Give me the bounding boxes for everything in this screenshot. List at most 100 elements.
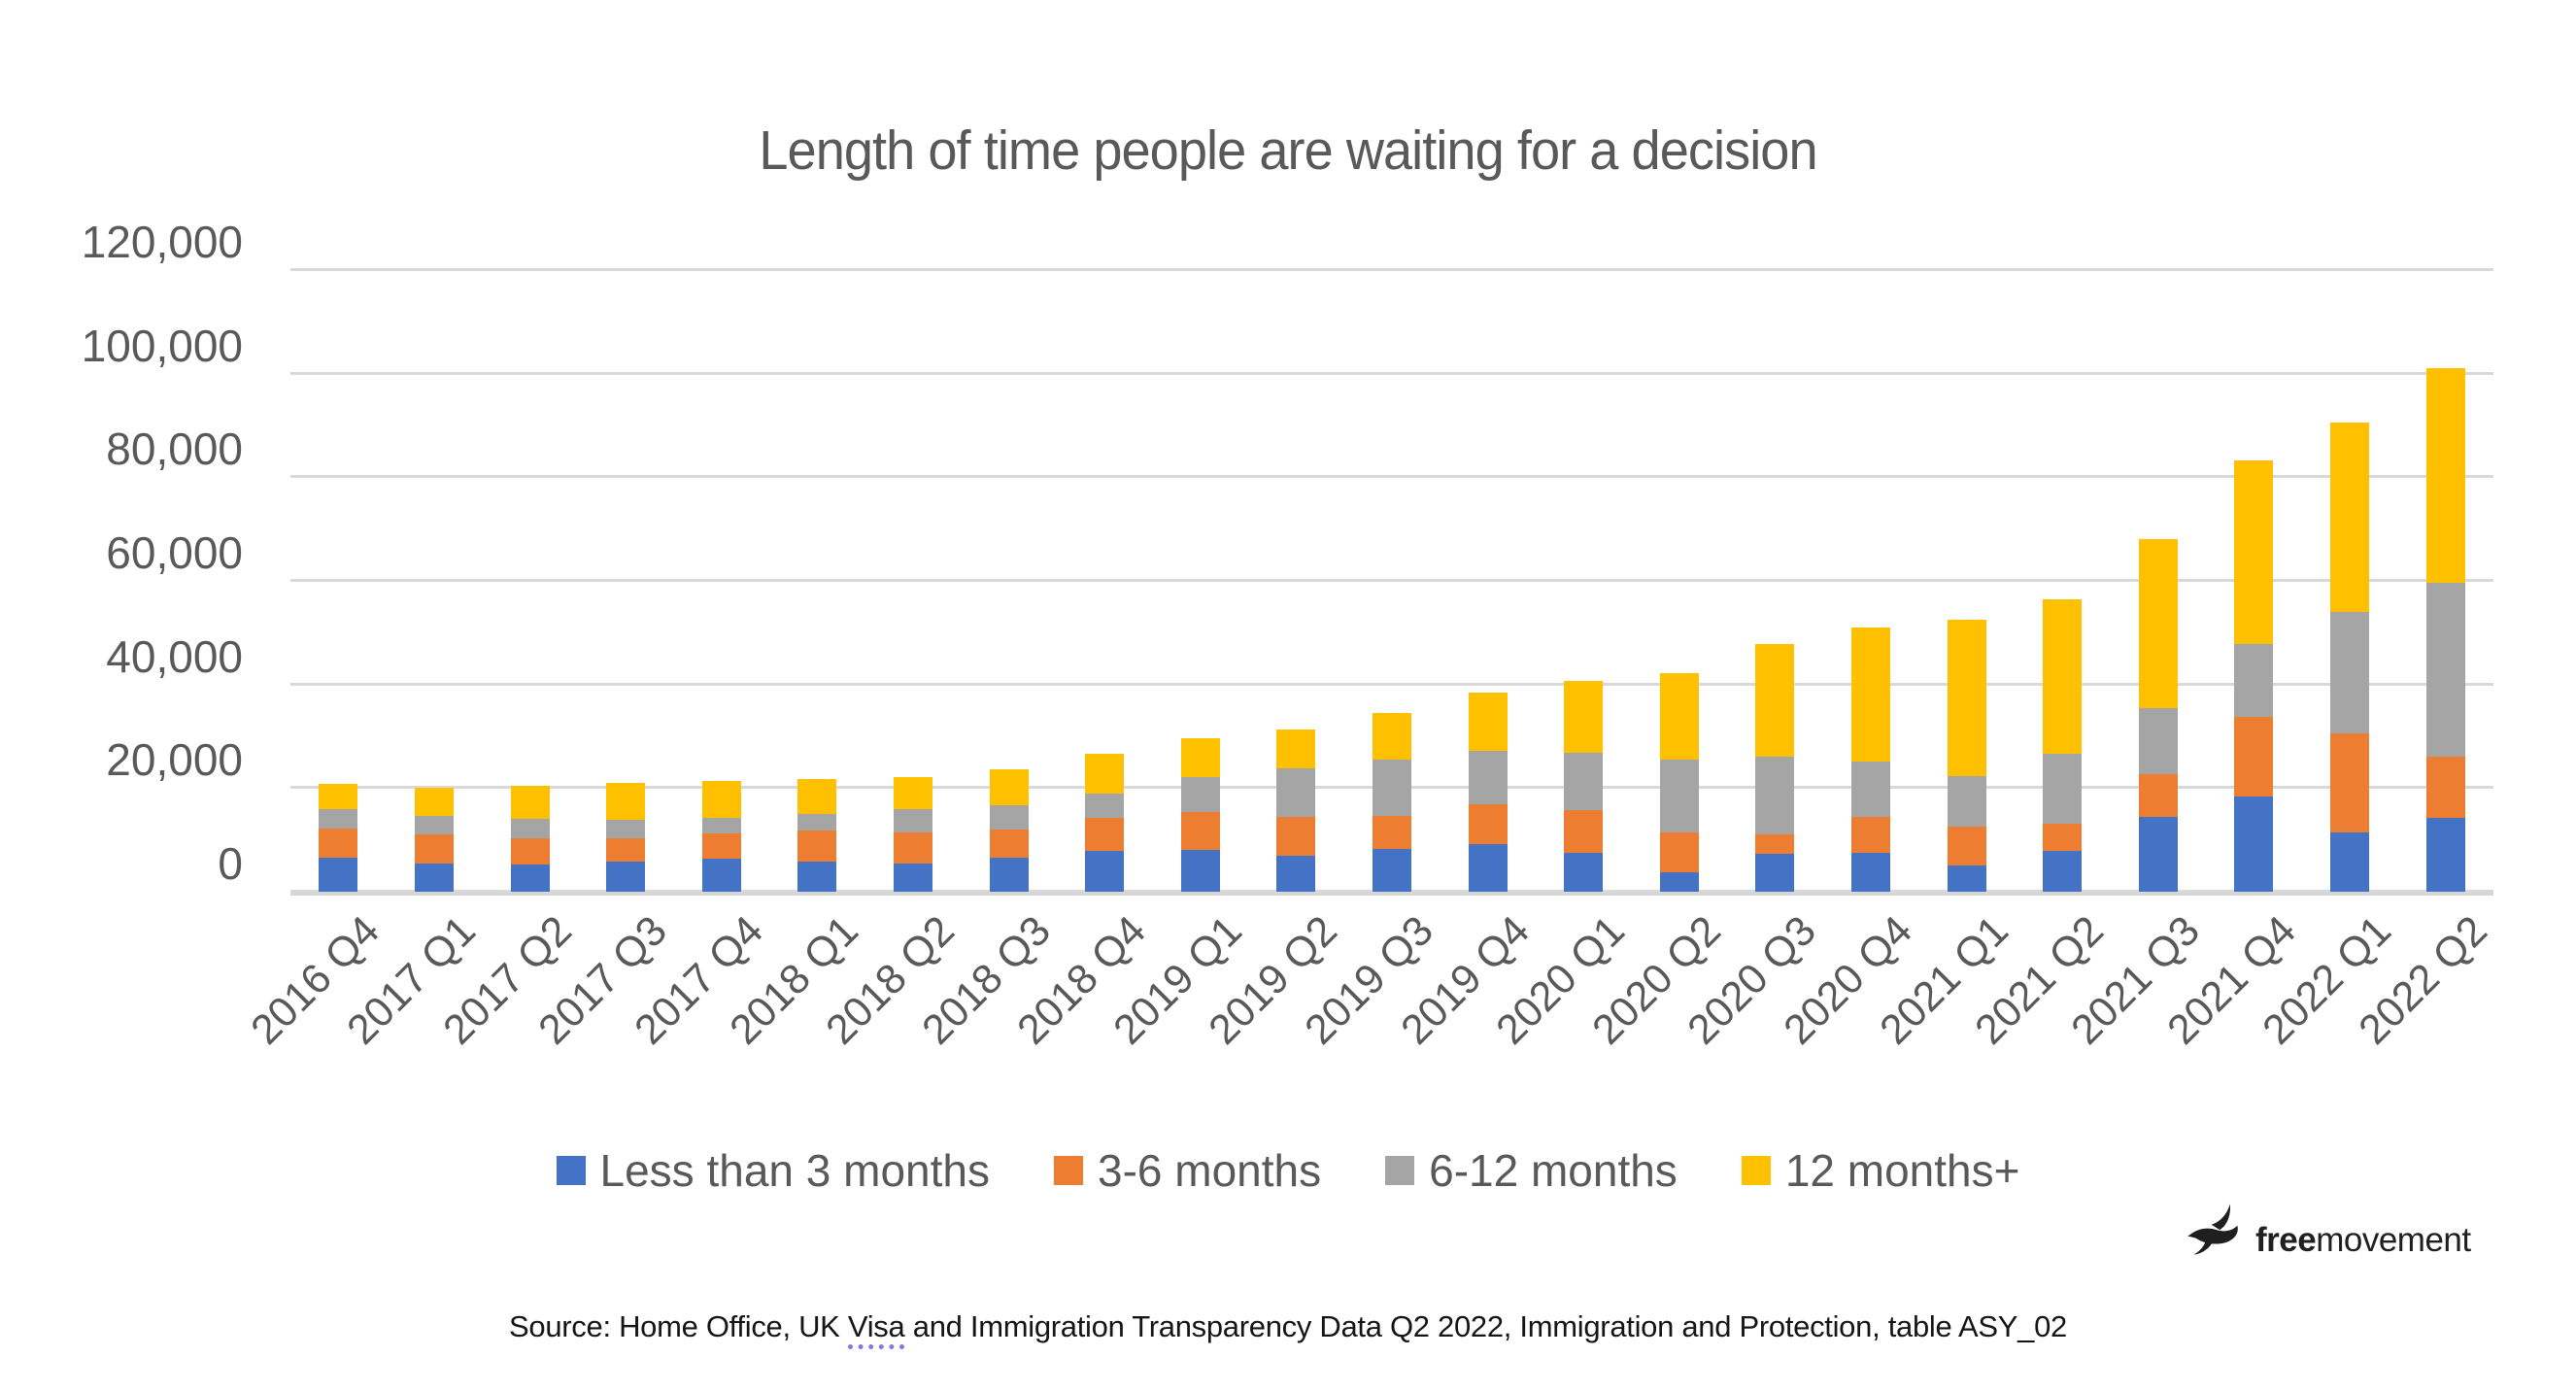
bar-segment	[510, 865, 550, 894]
bar-segment	[1276, 729, 1316, 768]
bar-segment	[1851, 853, 1891, 894]
category-slot: 2021 Q4	[2158, 272, 2304, 1054]
stacked-bar	[510, 272, 550, 894]
stacked-bar	[1468, 272, 1508, 894]
bar-segment	[2234, 644, 2274, 718]
legend-item: 6-12 months	[1385, 1144, 1678, 1197]
bar-segment	[893, 809, 932, 833]
stacked-bar	[1180, 272, 1220, 894]
bar-segment	[701, 859, 741, 894]
freemovement-logo: freemovement	[2186, 1203, 2471, 1257]
bar-segment	[1468, 803, 1508, 845]
category-slot: 2019 Q1	[1104, 272, 1251, 1054]
bar-segment	[1373, 759, 1411, 817]
category-slot: 2017 Q2	[434, 272, 580, 1054]
bar-segment	[606, 862, 646, 894]
bar-segment	[1755, 644, 1795, 757]
stacked-bar	[1947, 272, 1986, 894]
bar-segment	[1085, 754, 1125, 794]
bar-segment	[1373, 849, 1411, 894]
stacked-bar	[2234, 272, 2274, 894]
bar-segment	[2425, 583, 2465, 757]
bird-icon	[2186, 1203, 2248, 1255]
bar-segment	[2043, 850, 2083, 894]
bar-segment	[1851, 762, 1891, 817]
bar-segment	[2330, 831, 2370, 894]
gridline	[290, 682, 2493, 686]
bar-segment	[2234, 796, 2274, 894]
category-slot: 2018 Q2	[817, 272, 964, 1054]
category-slot: 2016 Q4	[243, 272, 389, 1054]
category-slot: 2019 Q3	[1296, 272, 1442, 1054]
plot-area: 0 20,000 40,000 60,000 80,000 100,000 120,000 …	[82, 217, 2496, 1054]
bar-segment	[510, 785, 550, 819]
bar-segment	[414, 788, 454, 817]
category-slot: 2018 Q1	[722, 272, 867, 1054]
bar-segment	[989, 857, 1029, 894]
bar-segment	[2234, 717, 2274, 797]
bar-segment	[2330, 422, 2370, 612]
y-axis-tick-label: 20,000	[106, 734, 243, 786]
stacked-bar	[1564, 272, 1604, 894]
category-slot: 2017 Q1	[338, 272, 485, 1054]
bar-segment	[2138, 816, 2178, 894]
bar-segment	[2330, 732, 2370, 832]
bar-segment	[2138, 538, 2178, 708]
bar-segment	[2234, 459, 2274, 645]
bar-segment	[319, 829, 358, 858]
bar-segment	[1755, 834, 1795, 855]
category-slot: 2021 Q1	[1871, 272, 2017, 1054]
y-axis-tick-label: 0	[218, 838, 243, 889]
stacked-bar	[893, 272, 932, 894]
gridline	[290, 579, 2493, 582]
category-slot: 2019 Q4	[1392, 272, 1539, 1054]
bar-segment	[893, 863, 932, 894]
bar-segment	[893, 832, 932, 864]
bar-segment	[414, 834, 454, 865]
x-axis-line	[290, 892, 2493, 896]
bar-segment	[1468, 750, 1508, 804]
bar-segment	[797, 831, 837, 862]
bar-segment	[989, 805, 1029, 830]
bar-segment	[701, 833, 741, 860]
bar-segment	[1564, 853, 1604, 894]
bar-segment	[701, 818, 741, 834]
bar-segment	[1564, 810, 1604, 854]
category-slot: 2020 Q1	[1488, 272, 1634, 1054]
y-axis-tick-label: 120,000	[81, 217, 243, 267]
bar-segment	[1659, 871, 1699, 894]
bar-segment	[1659, 672, 1699, 761]
bar-segment	[1180, 811, 1220, 850]
legend-swatch	[1741, 1156, 1771, 1185]
bar-segment	[1468, 844, 1508, 894]
logo-text-movement: movement	[2316, 1221, 2471, 1260]
y-axis-tick-label: 40,000	[106, 630, 243, 682]
bar-segment	[414, 816, 454, 835]
bar-segment	[1564, 753, 1604, 811]
bar-segment	[1085, 851, 1125, 894]
category-slot: 2019 Q2	[1201, 272, 1346, 1054]
bars-row: 2016 Q4 2017 Q1 2017 Q2 2017 Q3 2017 Q4 2018 …	[243, 272, 2496, 1054]
bar-segment	[1947, 775, 1986, 828]
stacked-bar	[2043, 272, 2083, 894]
source-prefix: Source: Home Office, UK	[509, 1309, 848, 1343]
bar-segment	[1659, 760, 1699, 832]
bar-segment	[1276, 817, 1316, 857]
bar-segment	[606, 837, 646, 863]
bar-segment	[1373, 816, 1411, 850]
bar-segment	[989, 769, 1029, 806]
bar-segment	[1851, 816, 1891, 854]
legend-swatch	[1053, 1156, 1083, 1185]
legend-item: 3-6 months	[1053, 1144, 1321, 1197]
bar-segment	[1085, 793, 1125, 819]
bar-segment	[1180, 777, 1220, 812]
bar-segment	[1659, 831, 1699, 872]
stacked-bar	[989, 272, 1029, 894]
category-slot: 2018 Q4	[1009, 272, 1155, 1054]
source-note: Source: Home Office, UK Visa and Immigra…	[0, 1309, 2576, 1349]
logo-text: freemovement	[2255, 1223, 2471, 1257]
bar-segment	[893, 777, 932, 810]
bar-segment	[2138, 707, 2178, 775]
category-slot: 2021 Q2	[1967, 272, 2113, 1054]
bar-segment	[1276, 856, 1316, 894]
